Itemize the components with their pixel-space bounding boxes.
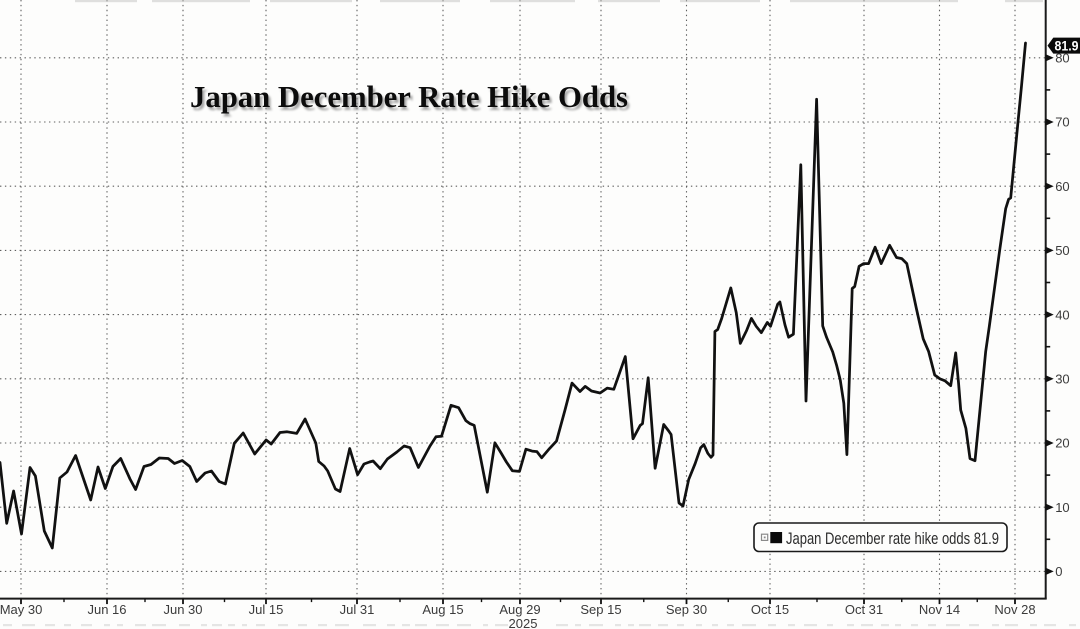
svg-text:Japan December Rate Hike Odds: Japan December Rate Hike Odds [192,83,630,117]
svg-text:0: 0 [1055,564,1062,579]
svg-text:60: 60 [1055,179,1069,194]
svg-text:Aug 29: Aug 29 [499,602,540,617]
svg-text:Japan December rate hike odds: Japan December rate hike odds 81.9 [786,530,999,548]
svg-text:Nov 28: Nov 28 [994,602,1035,617]
svg-text:81.9: 81.9 [1055,38,1079,54]
svg-text:20: 20 [1055,436,1069,451]
svg-text:Oct 15: Oct 15 [751,602,789,617]
svg-text:40: 40 [1055,307,1069,322]
svg-text:Jun 30: Jun 30 [163,602,202,617]
svg-text:30: 30 [1055,372,1069,387]
svg-text:Aug 15: Aug 15 [422,602,463,617]
svg-text:May 30: May 30 [0,602,42,617]
svg-text:Sep 15: Sep 15 [580,602,621,617]
svg-text:Japan December Rate Hike Odds: Japan December Rate Hike Odds [190,80,628,114]
svg-text:Nov 14: Nov 14 [919,602,960,617]
svg-text:10: 10 [1055,500,1069,515]
svg-text:50: 50 [1055,243,1069,258]
svg-text:2025: 2025 [509,616,538,629]
svg-text:Oct 31: Oct 31 [845,602,883,617]
svg-text:70: 70 [1055,115,1069,130]
svg-text:Jun 16: Jun 16 [87,602,126,617]
svg-text:Sep 30: Sep 30 [666,602,707,617]
svg-text:Jul 15: Jul 15 [249,602,284,617]
svg-text:Jul 31: Jul 31 [340,602,375,617]
svg-text:80: 80 [1055,51,1069,66]
